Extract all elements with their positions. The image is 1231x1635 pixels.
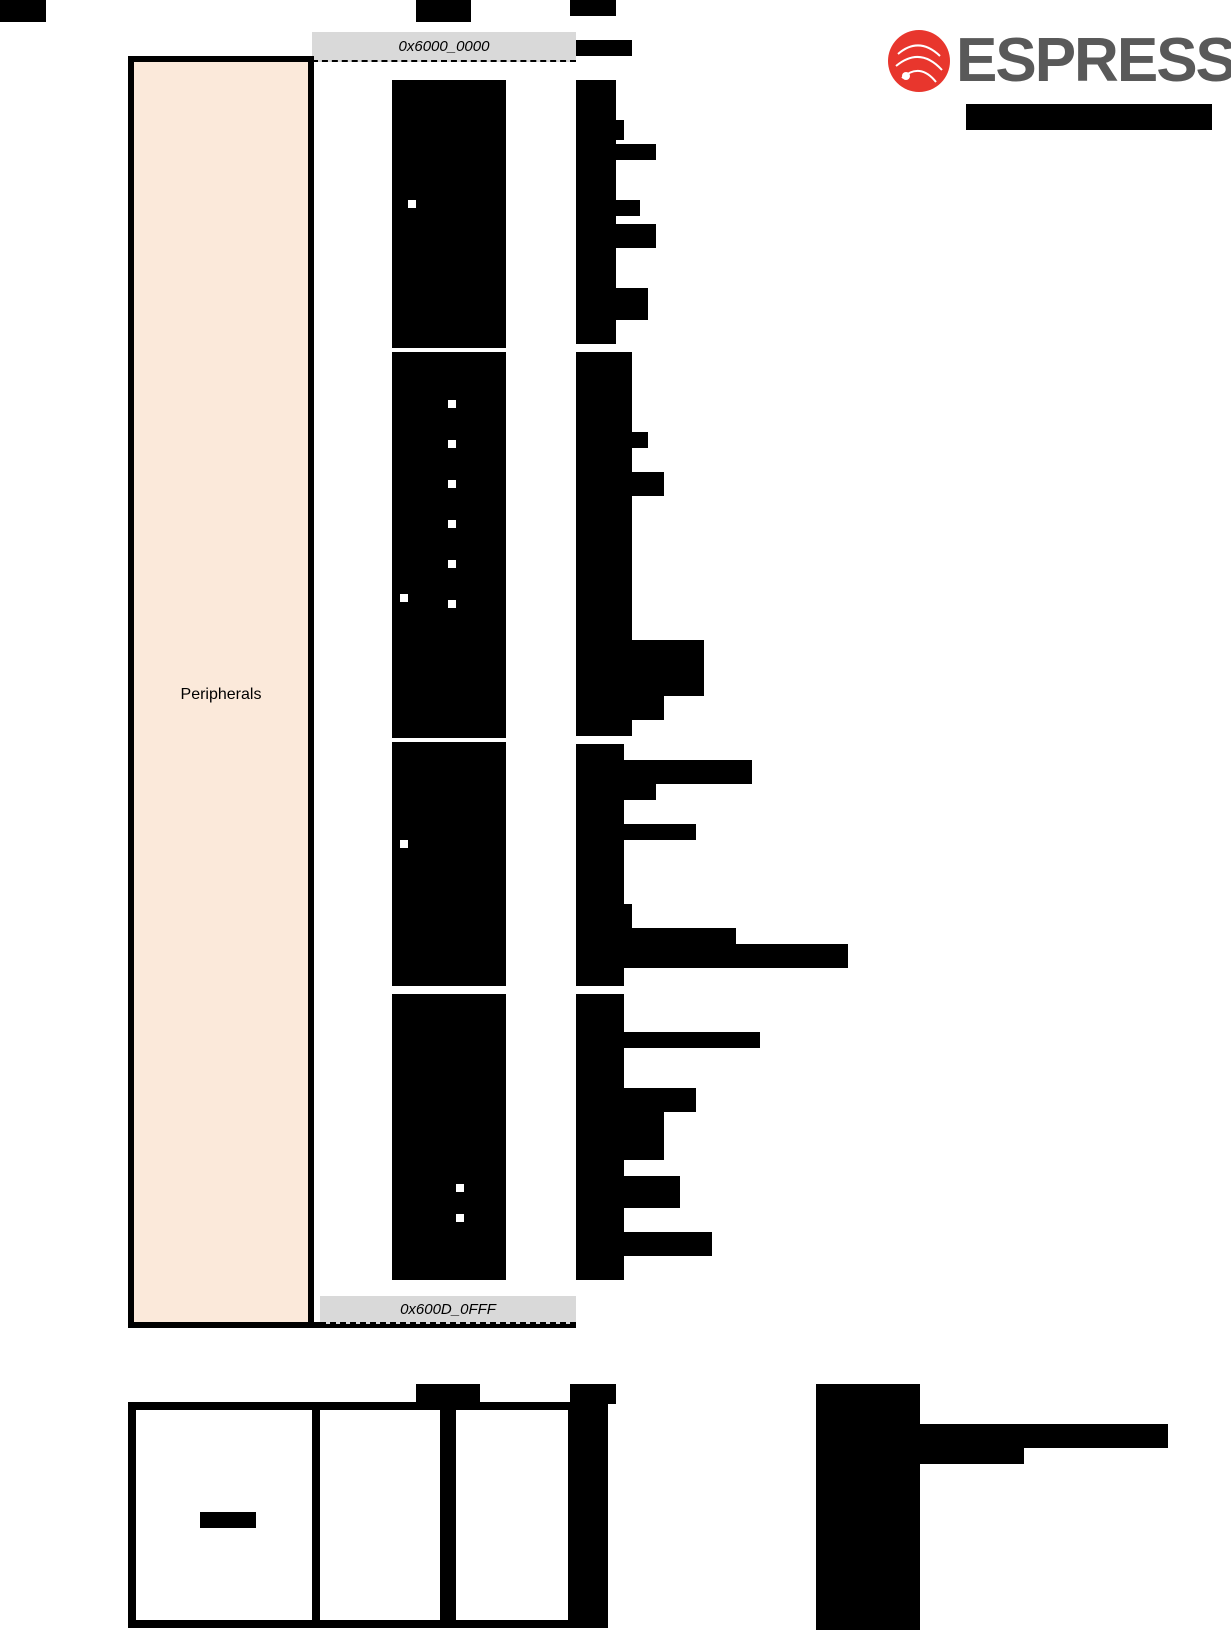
redacted-header-left — [0, 0, 46, 22]
gap-mark — [448, 400, 456, 408]
redacted-addresses-3g — [576, 944, 848, 968]
logo-wordmark: ESPRESSIF — [956, 30, 1231, 92]
bottom-legend-divider-1 — [312, 1402, 320, 1628]
gap-mark — [456, 1184, 464, 1192]
redacted-bottom-notes-wide — [816, 1424, 1168, 1448]
redacted-addresses-4d — [576, 1112, 664, 1160]
redacted-bottom-header-1 — [416, 1384, 480, 1404]
redacted-addresses-3b — [576, 760, 752, 784]
start-address-label: 0x6000_0000 — [398, 38, 490, 55]
gap-mark — [448, 520, 456, 528]
gap-mark — [400, 840, 408, 848]
espressif-logo-icon — [888, 30, 950, 92]
bottom-legend-divider-2 — [440, 1402, 456, 1628]
redacted-addresses-3e — [576, 904, 632, 928]
redacted-logo-caption — [966, 104, 1212, 130]
peripherals-box-bottom-border — [128, 1322, 576, 1328]
redacted-peripheral-names-1 — [392, 80, 506, 348]
redacted-addresses-1e — [576, 224, 656, 248]
redacted-addresses-4b — [576, 1032, 760, 1048]
gap-mark — [448, 600, 456, 608]
redacted-addresses-3c — [576, 784, 656, 800]
redacted-bottom-header-2 — [570, 1384, 616, 1404]
redacted-addresses-1b — [576, 120, 624, 140]
gap-mark — [448, 480, 456, 488]
gap-mark — [456, 1214, 464, 1222]
redacted-addresses-4e — [576, 1176, 680, 1208]
redacted-addresses-1c — [576, 144, 656, 160]
gap-mark — [408, 200, 416, 208]
redacted-peripheral-names-4 — [392, 994, 506, 1280]
peripherals-label: Peripherals — [180, 686, 262, 703]
gap-mark — [448, 560, 456, 568]
redacted-peripheral-names-3 — [392, 742, 506, 986]
redacted-header-right — [570, 0, 616, 16]
end-address-bar: 0x600D_0FFF — [320, 1296, 576, 1324]
redacted-addresses-2e — [576, 696, 664, 720]
redacted-bottom-address-column — [576, 1402, 608, 1628]
redacted-start-address-note — [576, 40, 632, 56]
bottom-legend-box — [128, 1402, 576, 1628]
redacted-addresses-4c — [576, 1088, 696, 1112]
peripherals-block: Peripherals — [128, 56, 314, 1328]
end-address-label: 0x600D_0FFF — [400, 1301, 496, 1318]
redacted-addresses-2b — [576, 432, 648, 448]
redacted-bottom-notes-mid — [816, 1448, 1024, 1464]
redacted-header-mid — [416, 0, 471, 22]
redacted-bottom-legend-label — [200, 1512, 256, 1528]
start-address-bar: 0x6000_0000 — [312, 32, 576, 62]
redacted-addresses-3f — [576, 928, 736, 944]
redacted-addresses-1f — [576, 288, 648, 320]
redacted-addresses-3d — [576, 824, 696, 840]
redacted-addresses-1d — [576, 200, 640, 216]
redacted-peripheral-names-2 — [392, 352, 506, 738]
redacted-addresses-4f — [576, 1232, 712, 1256]
redacted-addresses-2c — [576, 472, 664, 496]
redacted-bottom-notes — [816, 1384, 920, 1630]
gap-mark — [448, 440, 456, 448]
gap-mark — [400, 594, 408, 602]
redacted-addresses-2d — [576, 640, 704, 696]
